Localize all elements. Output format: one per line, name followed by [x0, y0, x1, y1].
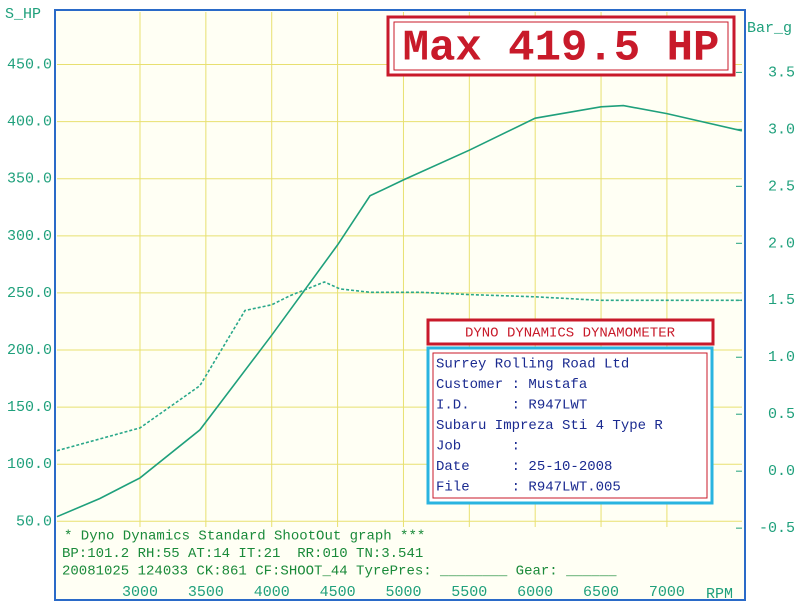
info-line: Date : 25-10-2008	[436, 459, 612, 475]
info-line: Surrey Rolling Road Ltd	[436, 357, 629, 373]
y-tick-label: 150.0	[7, 399, 52, 416]
info-line: File : R947LWT.005	[436, 480, 621, 496]
info-line: Customer : Mustafa	[436, 377, 587, 393]
footer-line: * Dyno Dynamics Standard ShootOut graph …	[64, 529, 425, 545]
y2-tick-label: 1.0	[768, 349, 795, 366]
chart-frame	[54, 9, 746, 601]
y-axis-label: S_HP	[5, 6, 41, 23]
y-tick-label: 200.0	[7, 342, 52, 359]
max-box	[386, 15, 736, 77]
y-tick-label: 100.0	[7, 456, 52, 473]
footer-line: 20081025 124033 CK:861 CF:SHOOT_44 TyreP…	[62, 564, 617, 580]
info-box-inner	[432, 352, 708, 499]
power-line	[56, 104, 743, 518]
y2-tick-label: 3.0	[768, 121, 795, 138]
info-line: I.D. : R947LWT	[436, 398, 587, 414]
x-tick-label: 5500	[451, 584, 487, 601]
y2-tick-label: 2.0	[768, 235, 795, 252]
info-line: Subaru Impreza Sti 4 Type R	[436, 418, 663, 434]
y2-tick-label: 0.0	[768, 463, 795, 480]
y2-tick-label: -0.5	[759, 520, 795, 537]
x-tick-label: 4500	[320, 584, 356, 601]
chart-title: Max 419.5 HP	[403, 24, 720, 74]
x-tick-label: 3000	[122, 584, 158, 601]
x-tick-label: 6000	[517, 584, 553, 601]
y-tick-label: 400.0	[7, 114, 52, 131]
y2-axis-label: Bar_g	[747, 20, 792, 37]
x-tick-label: 5000	[385, 584, 421, 601]
footer-line: BP:101.2 RH:55 AT:14 IT:21 RR:010 TN:3.5…	[62, 546, 423, 562]
y2-tick-label: 3.5	[768, 64, 795, 81]
x-tick-label: 3500	[188, 584, 224, 601]
y2-tick-label: 2.5	[768, 178, 795, 195]
info-line: Job :	[436, 439, 520, 455]
x-axis-label: RPM	[706, 586, 733, 603]
y-tick-label: 50.0	[16, 513, 52, 530]
y2-tick-label: 1.5	[768, 292, 795, 309]
y-tick-label: 300.0	[7, 228, 52, 245]
info-header-box	[426, 318, 715, 346]
x-tick-label: 7000	[649, 584, 685, 601]
info-title: DYNO DYNAMICS DYNAMOMETER	[465, 326, 676, 342]
info-box	[426, 346, 714, 505]
boost-line	[56, 281, 742, 452]
y-tick-label: 450.0	[7, 56, 52, 73]
y-tick-label: 250.0	[7, 285, 52, 302]
x-tick-label: 6500	[583, 584, 619, 601]
max-box-inner	[393, 21, 729, 71]
x-tick-label: 4000	[254, 584, 290, 601]
y-tick-label: 350.0	[7, 171, 52, 188]
y2-tick-label: 0.5	[768, 406, 795, 423]
